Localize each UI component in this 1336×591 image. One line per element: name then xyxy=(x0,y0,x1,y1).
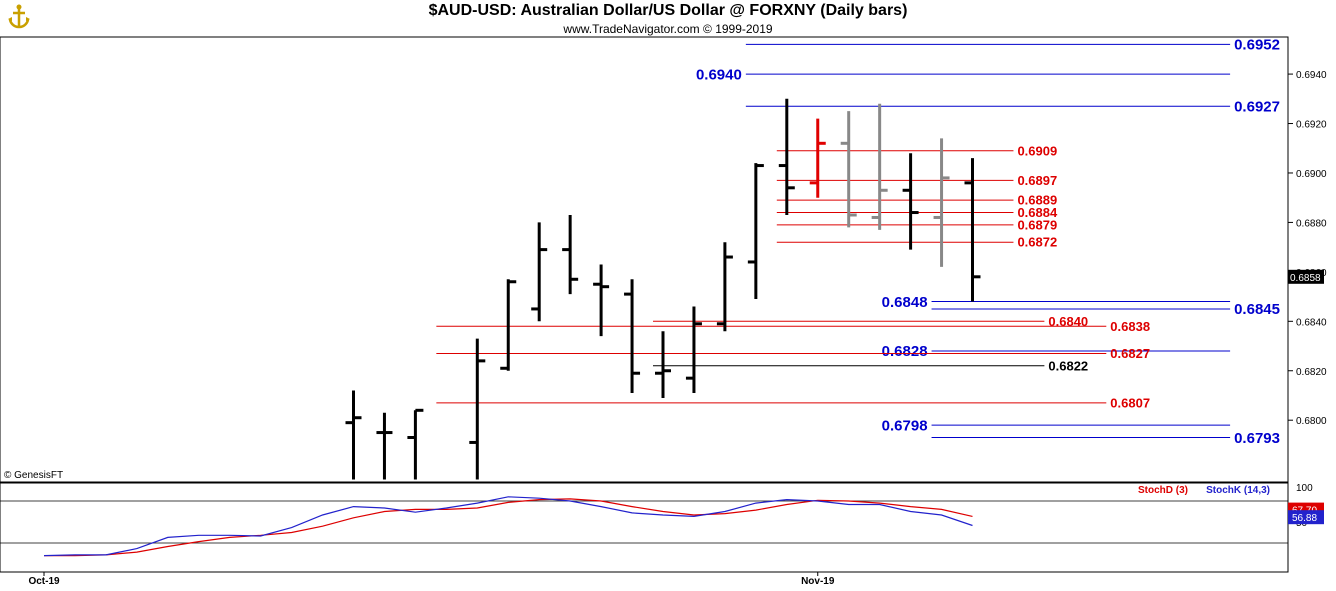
ohlc-bar xyxy=(902,153,919,250)
ohlc-bar xyxy=(562,215,579,295)
level-label: 0.6872 xyxy=(1017,235,1057,250)
stoch-k-line xyxy=(43,496,973,557)
ohlc-bar xyxy=(747,163,764,300)
level-label: 0.6889 xyxy=(1017,193,1057,208)
level-label: 0.6952 xyxy=(1234,37,1280,54)
level-label: 0.6897 xyxy=(1017,173,1057,188)
legend-stochd: StochD (3) xyxy=(1138,485,1188,496)
ohlc-bar xyxy=(655,331,671,398)
level-label: 0.6909 xyxy=(1017,143,1057,158)
level-label: 0.6827 xyxy=(1110,346,1150,361)
ohlc-bar xyxy=(716,242,733,332)
stochk-value-box xyxy=(1288,510,1324,525)
ohlc-bar xyxy=(593,264,610,337)
y-tick-label: 0.6940 xyxy=(1296,70,1327,81)
ohlc-bar xyxy=(407,408,424,480)
level-label: 0.6940 xyxy=(696,66,742,83)
chart-title: $AUD-USD: Australian Dollar/US Dollar @ … xyxy=(428,2,908,19)
ohlc-bar xyxy=(871,103,888,230)
stochk-value-label: 56.88 xyxy=(1292,513,1317,524)
ohlc-bar xyxy=(809,118,826,198)
y-tick-label: 0.6800 xyxy=(1296,416,1327,427)
ohlc-bar xyxy=(531,222,548,322)
stochastic-panel xyxy=(0,482,1289,573)
last-price-label: 0.6858 xyxy=(1290,273,1321,284)
y-tick-label: 0.6900 xyxy=(1296,169,1327,180)
price-panel xyxy=(0,36,1289,483)
level-label: 0.6845 xyxy=(1234,301,1280,318)
level-label: 0.6884 xyxy=(1017,205,1058,220)
level-label: 0.6798 xyxy=(882,417,928,434)
ohlc-bar xyxy=(500,279,517,371)
y-tick-label: 0.6820 xyxy=(1296,367,1327,378)
legend-stochk: StochK (14,3) xyxy=(1206,485,1270,496)
level-label: 0.6793 xyxy=(1234,430,1280,447)
y-tick-label: 0.6840 xyxy=(1296,317,1327,328)
ohlc-bar xyxy=(685,306,702,393)
ohlc-bar xyxy=(964,158,981,302)
ohlc-bar xyxy=(345,390,362,480)
trade-navigator-logo-icon xyxy=(8,4,30,29)
stoch-y-tick-label: 100 xyxy=(1296,483,1313,494)
ohlc-bar xyxy=(840,111,857,228)
chart-subtitle: www.TradeNavigator.com © 1999-2019 xyxy=(563,22,773,36)
level-label: 0.6840 xyxy=(1048,314,1088,329)
y-tick-label: 0.6880 xyxy=(1296,218,1327,229)
level-label: 0.6822 xyxy=(1048,358,1088,373)
ohlc-bar xyxy=(376,412,393,480)
stoch-d-line xyxy=(44,498,973,557)
level-label: 0.6807 xyxy=(1110,395,1150,410)
x-tick-label: Nov-19 xyxy=(801,576,835,587)
y-tick-label: 0.6920 xyxy=(1296,120,1327,131)
level-label: 0.6927 xyxy=(1234,98,1280,115)
ohlc-bar xyxy=(624,279,641,393)
ohlc-bar xyxy=(469,338,486,480)
watermark-text: © GenesisFT xyxy=(4,470,63,481)
level-label: 0.6828 xyxy=(882,343,928,360)
level-label: 0.6848 xyxy=(882,294,928,311)
x-tick-label: Oct-19 xyxy=(28,576,60,587)
last-price-box xyxy=(1288,269,1324,284)
level-label: 0.6838 xyxy=(1110,319,1150,334)
ohlc-bar xyxy=(778,98,795,215)
ohlc-bar xyxy=(933,138,950,267)
level-label: 0.6879 xyxy=(1017,217,1057,232)
